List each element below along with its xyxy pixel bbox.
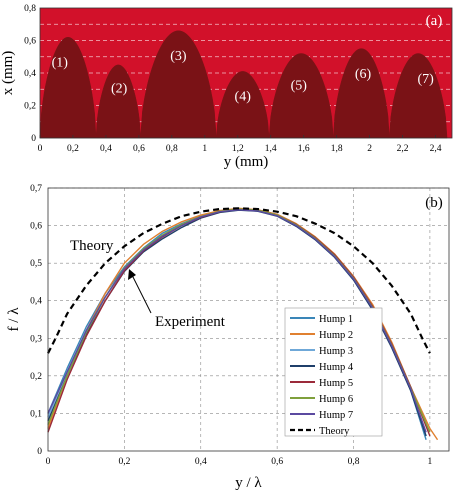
- panel-a-x-tick-label: 2,2: [397, 144, 409, 154]
- series-line-theory: [47, 207, 431, 354]
- panel-a-x-tick-label: 2,4: [430, 144, 442, 154]
- hump-3-label: (3): [170, 49, 187, 64]
- panel-b-x-axis-label: y / λ: [235, 475, 262, 491]
- panel-a-y-tick-label: 0,8: [24, 4, 36, 14]
- panel-b-label: (b): [425, 195, 443, 211]
- panel-b-x-tick-label: 0: [46, 457, 51, 467]
- panel-a-y-tick-label: 0: [31, 134, 36, 144]
- panel-a-label: (a): [426, 13, 443, 29]
- hump-6-shape: [333, 48, 390, 139]
- panel-a-y-tick-label: 0,2: [24, 102, 36, 112]
- panel-b-y-tick-label: 0,5: [30, 259, 42, 269]
- panel-a-x-tick-label: 0,8: [166, 144, 178, 154]
- panel-a-x-tick-label: 0,6: [133, 144, 145, 154]
- panel-b-y-axis-label: f / λ: [6, 307, 22, 332]
- panel-b-x-tick-label: 0,4: [195, 457, 207, 467]
- panel-a-x-tick-label: 0,4: [100, 144, 112, 154]
- panel-b-x-tick-label: 0,2: [118, 457, 130, 467]
- panel-b-y-tick-label: 0: [37, 447, 42, 457]
- hump-7-shape: [389, 53, 448, 139]
- panel-b-y-tick-label: 0,6: [30, 222, 42, 232]
- panel-b-y-tick-label: 0,3: [30, 334, 42, 344]
- panel-b: 0 0,2 0,4 0,6 0,8 1 0 0,1 0,2 0,3 0,4 0,5 0,6 0,7 Hump…: [30, 184, 450, 467]
- panel-a: (1) (2) (3) (4) (5) (6) (7) 0 0,2 0,4 0,6 0,8 1 1,2 1,…: [24, 4, 453, 154]
- hump-2-label: (2): [111, 82, 128, 97]
- panel-b-y-tick-label: 0,1: [30, 409, 42, 419]
- experiment-annotation: Experiment: [155, 314, 226, 330]
- hump-4-shape: [216, 71, 270, 139]
- legend-label: Hump 4: [319, 362, 354, 373]
- hump-7-label: (7): [417, 72, 434, 87]
- legend-label: Hump 2: [319, 330, 353, 341]
- hump-3-shape: [140, 30, 217, 139]
- panel-b-y-tick-label: 0,4: [30, 297, 42, 307]
- hump-5-label: (5): [291, 78, 308, 93]
- panel-b-y-tick-label: 0,2: [30, 372, 42, 382]
- panel-b-y-tick-label: 0,7: [30, 184, 42, 194]
- experiment-arrow-line: [130, 272, 152, 314]
- panel-a-y-tick-label: 0,4: [24, 69, 36, 79]
- panel-a-y-axis-label: x (mm): [0, 51, 16, 96]
- panel-a-x-tick-label: 1,2: [232, 144, 244, 154]
- panel-b-background: [48, 188, 449, 451]
- panel-b-x-tick-label: 0,6: [271, 457, 283, 467]
- panel-b-x-tick-label: 0,8: [348, 457, 360, 467]
- panel-a-x-tick-label: 2: [367, 144, 372, 154]
- series-line-hump-7: [47, 209, 427, 433]
- panel-a-frame: [39, 7, 453, 139]
- legend-label: Hump 1: [319, 314, 353, 325]
- experiment-arrowhead: [128, 269, 136, 280]
- panel-a-x-axis-label: y (mm): [224, 154, 269, 170]
- panel-b-frame: [47, 187, 450, 452]
- panel-b-x-tick-label: 1: [428, 457, 433, 467]
- hump-6-label: (6): [355, 67, 372, 82]
- hump-1-shape: [39, 36, 97, 139]
- panel-a-x-tick-label: 1: [202, 144, 207, 154]
- hump-1-label: (1): [52, 56, 69, 71]
- legend-label: Hump 3: [319, 346, 353, 357]
- panel-a-x-tick-label: 1,6: [298, 144, 310, 154]
- legend-label: Hump 6: [319, 394, 353, 405]
- panel-a-x-tick-label: 1,8: [331, 144, 343, 154]
- legend-label: Hump 7: [319, 410, 353, 421]
- theory-annotation: Theory: [70, 238, 114, 254]
- legend-label: Hump 5: [319, 378, 353, 389]
- legend-label: Theory: [319, 426, 350, 437]
- panel-a-y-tick-label: 0,6: [24, 37, 36, 47]
- hump-5-shape: [268, 53, 334, 139]
- panel-a-x-tick-label: 1,4: [265, 144, 277, 154]
- panel-a-x-tick-label: 0: [38, 144, 43, 154]
- hump-4-label: (4): [235, 90, 252, 105]
- hump-2-shape: [95, 64, 141, 139]
- panel-a-x-tick-label: 0,2: [67, 144, 79, 154]
